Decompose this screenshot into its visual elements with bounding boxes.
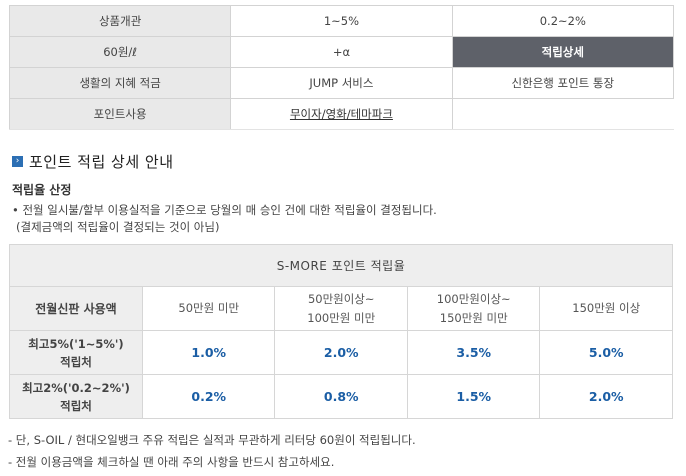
note-fuel: - 단, S-OIL / 현대오일뱅크 주유 적립은 실적과 무관하게 리터당 …	[8, 433, 416, 447]
header-usage-label: 전월신판 사용액	[9, 286, 143, 331]
header-under-50: 50만원 미만	[141, 286, 276, 331]
note-check-usage: - 전월 이용금액을 체크하실 땐 아래 주의 사항을 반드시 참고하세요.	[8, 455, 335, 469]
table-row: 최고2%('0.2~2%') 적립처 0.2% 0.8% 1.5% 2.0%	[9, 374, 673, 419]
nav-row: 생활의 지혜 적금 JUMP 서비스 신한은행 포인트 통장	[8, 67, 675, 99]
accrual-rate-table: S-MORE 포인트 적립율 전월신판 사용액 50만원 미만 50만원이상~ 1…	[9, 244, 673, 419]
header-50-100: 50만원이상~ 100만원 미만	[274, 286, 408, 331]
nav-cell-benefits-link-cell: 무이자/영화/테마파크	[230, 98, 453, 130]
section-heading: › 포인트 적립 상세 안내	[12, 151, 174, 172]
table-row: 최고5%('1~5%') 적립처 1.0% 2.0% 3.5% 5.0%	[9, 330, 673, 375]
rate-cell: 2.0%	[539, 374, 673, 419]
nav-cell-fuel-60won[interactable]: 60원/ℓ	[8, 36, 232, 68]
sub-title: 적립율 산정	[12, 183, 72, 197]
description-line: • 전월 일시불/할부 이용실적을 기준으로 당월의 매 승인 건에 대한 적립…	[12, 203, 437, 217]
product-nav-table: 상품개관 1~5% 0.2~2% 60원/ℓ +α 적립상세 생활의 지혜 적금…	[8, 5, 675, 130]
rate-cell: 1.0%	[141, 330, 276, 375]
nav-row: 포인트사용 무이자/영화/테마파크	[8, 98, 674, 130]
table-caption-row: S-MORE 포인트 적립율	[9, 244, 673, 287]
nav-cell-rate-0.2-2[interactable]: 0.2~2%	[451, 5, 675, 37]
section-divider	[9, 129, 674, 130]
nav-cell-rate-1-5[interactable]: 1~5%	[230, 5, 453, 37]
description-note: (결제금액의 적립율이 결정되는 것이 아님)	[16, 220, 220, 234]
arrow-right-square-icon: ›	[12, 156, 23, 167]
nav-cell-overview[interactable]: 상품개관	[8, 5, 232, 37]
rate-cell: 1.5%	[406, 374, 541, 419]
rate-cell: 5.0%	[539, 330, 673, 375]
rate-cell: 2.0%	[274, 330, 408, 375]
nav-cell-empty	[452, 98, 674, 130]
rate-cell: 0.2%	[141, 374, 276, 419]
nav-cell-point-usage[interactable]: 포인트사용	[8, 98, 232, 130]
rate-cell: 3.5%	[406, 330, 541, 375]
header-100-150: 100만원이상~ 150만원 미만	[406, 286, 541, 331]
header-over-150: 150만원 이상	[539, 286, 673, 331]
nav-cell-shinhan-bank-account[interactable]: 신한은행 포인트 통장	[451, 67, 675, 99]
nav-row: 상품개관 1~5% 0.2~2%	[8, 5, 675, 37]
table-header-row: 전월신판 사용액 50만원 미만 50만원이상~ 100만원 미만 100만원이상…	[9, 286, 673, 331]
nav-cell-accrual-detail-selected[interactable]: 적립상세	[451, 36, 675, 68]
row-label: 최고5%('1~5%') 적립처	[9, 330, 143, 375]
nav-row: 60원/ℓ +α 적립상세	[8, 36, 675, 68]
nav-cell-plus-alpha[interactable]: +α	[230, 36, 453, 68]
benefits-link[interactable]: 무이자/영화/테마파크	[289, 107, 393, 121]
section-title: 포인트 적립 상세 안내	[29, 153, 174, 171]
nav-cell-jump-service[interactable]: JUMP 서비스	[230, 67, 453, 99]
nav-cell-savings[interactable]: 생활의 지혜 적금	[8, 67, 232, 99]
table-caption: S-MORE 포인트 적립율	[9, 244, 673, 287]
rate-cell: 0.8%	[274, 374, 408, 419]
row-label: 최고2%('0.2~2%') 적립처	[9, 374, 143, 419]
